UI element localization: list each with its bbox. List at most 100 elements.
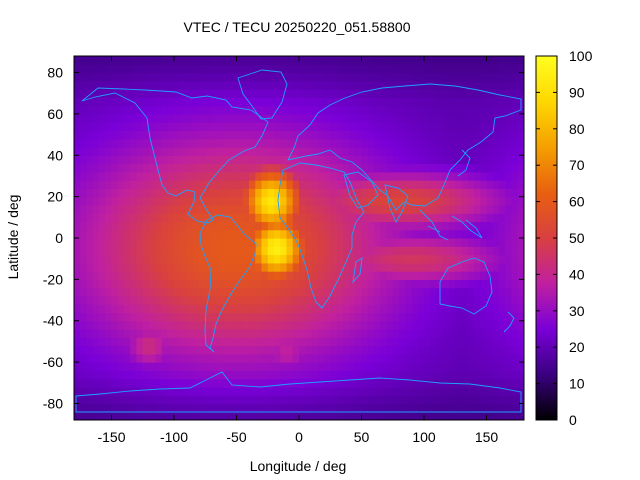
- heatmap-cell: [517, 353, 524, 363]
- heatmap-cell: [86, 304, 94, 314]
- heatmap-cell: [355, 188, 363, 198]
- heatmap-cell: [92, 395, 100, 405]
- heatmap-cell: [386, 254, 394, 264]
- heatmap-cell: [149, 329, 156, 338]
- heatmap-cell: [199, 138, 206, 148]
- heatmap-cell: [417, 345, 425, 355]
- heatmap-cell: [80, 386, 88, 396]
- heatmap-cell: [399, 254, 406, 264]
- heatmap-cell: [236, 395, 244, 405]
- heatmap-cell: [330, 229, 338, 239]
- heatmap-cell: [217, 378, 225, 388]
- heatmap-cell: [280, 362, 288, 371]
- heatmap-cell: [242, 337, 250, 347]
- heatmap-cell: [249, 97, 256, 107]
- heatmap-cell: [111, 378, 119, 388]
- heatmap-cell: [161, 72, 169, 82]
- heatmap-cell: [436, 304, 444, 314]
- heatmap-cell: [449, 254, 456, 264]
- heatmap-cell: [292, 295, 300, 305]
- heatmap-cell: [492, 262, 500, 272]
- heatmap-cell: [130, 246, 138, 256]
- heatmap-cell: [517, 122, 524, 132]
- heatmap-cell: [430, 279, 438, 289]
- heatmap-cell: [211, 147, 219, 156]
- heatmap-cell: [474, 295, 481, 305]
- heatmap-cell: [324, 171, 331, 181]
- heatmap-cell: [324, 345, 331, 355]
- heatmap-cell: [230, 72, 238, 82]
- heatmap-cell: [199, 395, 206, 405]
- heatmap-cell: [136, 229, 144, 239]
- heatmap-cell: [442, 204, 450, 214]
- heatmap-cell: [192, 130, 200, 140]
- heatmap-cell: [99, 304, 106, 314]
- heatmap-cell: [199, 188, 206, 198]
- heatmap-cell: [511, 122, 519, 132]
- heatmap-cell: [105, 105, 113, 115]
- heatmap-cell: [286, 386, 294, 396]
- heatmap-cell: [455, 362, 463, 371]
- heatmap-cell: [455, 386, 463, 396]
- heatmap-cell: [342, 370, 350, 380]
- heatmap-cell: [167, 122, 175, 132]
- heatmap-cell: [455, 287, 463, 297]
- heatmap-cell: [492, 221, 500, 231]
- heatmap-cell: [436, 180, 444, 189]
- heatmap-cell: [399, 155, 406, 165]
- heatmap-cell: [411, 329, 419, 338]
- heatmap-cell: [192, 196, 200, 206]
- heatmap-cell: [86, 105, 94, 115]
- heatmap-cell: [336, 72, 344, 82]
- heatmap-cell: [274, 163, 281, 173]
- heatmap-cell: [349, 403, 356, 413]
- heatmap-cell: [149, 138, 156, 148]
- heatmap-cell: [511, 147, 519, 156]
- heatmap-cell: [242, 229, 250, 239]
- heatmap-cell: [205, 411, 213, 420]
- heatmap-cell: [255, 163, 263, 173]
- heatmap-cell: [299, 56, 306, 65]
- heatmap-cell: [330, 395, 338, 405]
- heatmap-cell: [242, 370, 250, 380]
- heatmap-cell: [230, 204, 238, 214]
- heatmap-cell: [111, 254, 119, 264]
- heatmap-cell: [311, 204, 319, 214]
- heatmap-cell: [349, 163, 356, 173]
- heatmap-cell: [299, 312, 306, 322]
- heatmap-cell: [417, 279, 425, 289]
- heatmap-cell: [130, 105, 138, 115]
- heatmap-cell: [111, 262, 119, 272]
- heatmap-cell: [267, 279, 275, 289]
- x-tick-label: 150: [475, 429, 499, 445]
- heatmap-cell: [280, 370, 288, 380]
- heatmap-cell: [430, 64, 438, 74]
- heatmap-cell: [92, 56, 100, 65]
- heatmap-cell: [399, 262, 406, 272]
- heatmap-cell: [311, 279, 319, 289]
- heatmap-cell: [267, 213, 275, 223]
- heatmap-cell: [199, 64, 206, 74]
- heatmap-cell: [474, 171, 481, 181]
- heatmap-cell: [130, 279, 138, 289]
- heatmap-cell: [117, 80, 125, 90]
- heatmap-cell: [386, 163, 394, 173]
- heatmap-cell: [374, 403, 381, 413]
- heatmap-cell: [430, 213, 438, 223]
- heatmap-cell: [142, 386, 150, 396]
- heatmap-cell: [405, 312, 413, 322]
- heatmap-cell: [455, 89, 463, 98]
- heatmap-cell: [417, 229, 425, 239]
- heatmap-cell: [236, 279, 244, 289]
- heatmap-cell: [155, 171, 163, 181]
- heatmap-cell: [492, 163, 500, 173]
- heatmap-cell: [311, 254, 319, 264]
- heatmap-cell: [174, 56, 181, 65]
- heatmap-cell: [380, 238, 388, 247]
- heatmap-cell: [286, 271, 294, 280]
- heatmap-cell: [405, 411, 413, 420]
- heatmap-cell: [355, 221, 363, 231]
- heatmap-cell: [86, 122, 94, 132]
- heatmap-cell: [174, 72, 181, 82]
- heatmap-cell: [474, 80, 481, 90]
